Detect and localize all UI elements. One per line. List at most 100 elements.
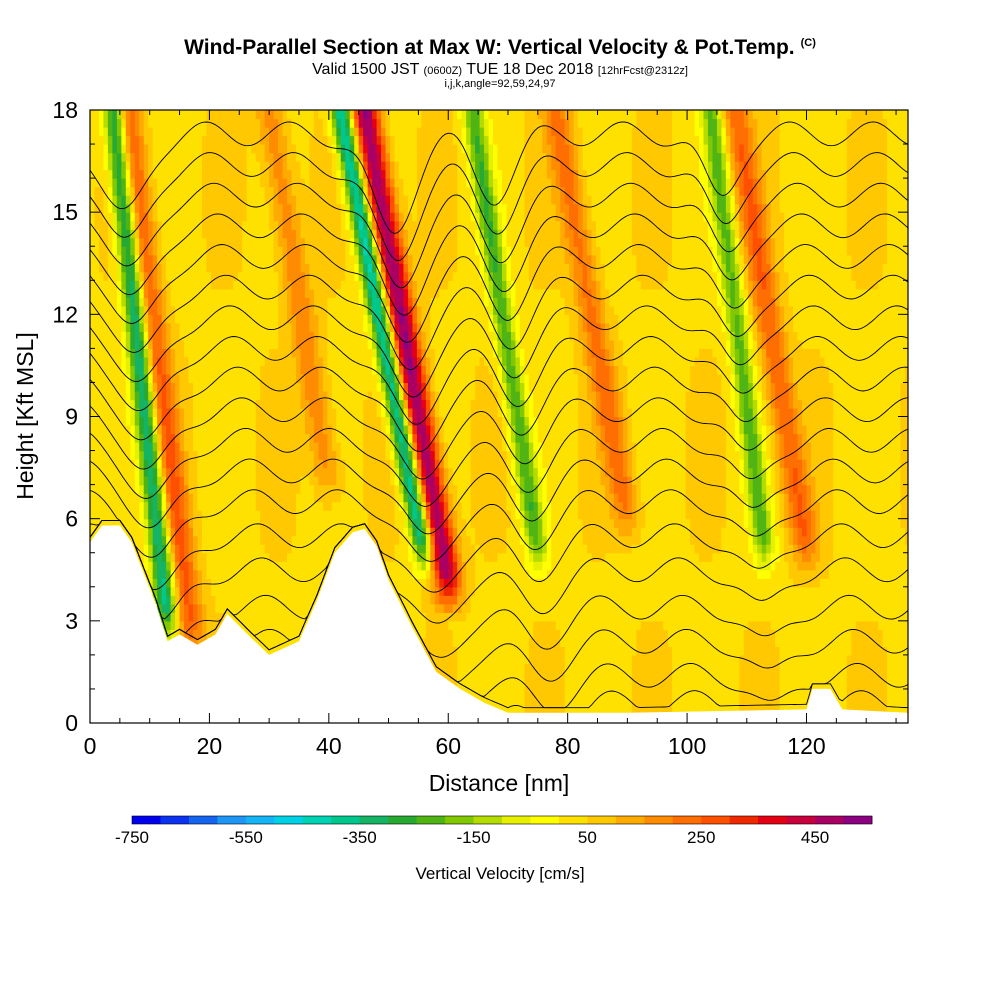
velocity-cell [193, 246, 199, 256]
velocity-cell [201, 288, 208, 298]
velocity-cell [309, 135, 315, 145]
velocity-cell [157, 152, 163, 162]
velocity-cell [134, 348, 140, 358]
velocity-cell [291, 586, 297, 596]
velocity-cell [90, 246, 96, 256]
velocity-cell [255, 314, 261, 324]
velocity-cell [170, 152, 176, 162]
velocity-cell [103, 169, 109, 179]
velocity-cell [273, 339, 279, 349]
velocity-cell [381, 229, 387, 239]
velocity-cell [381, 118, 387, 128]
velocity-cell [295, 203, 302, 213]
velocity-cell [107, 152, 113, 162]
velocity-cell [184, 493, 190, 503]
velocity-cell [264, 637, 270, 647]
velocity-cell [264, 331, 270, 341]
velocity-cell [345, 118, 351, 128]
velocity-cell [197, 459, 203, 469]
velocity-cell [363, 433, 369, 443]
velocity-cell [130, 220, 136, 230]
velocity-cell [215, 356, 221, 367]
velocity-cell [318, 365, 324, 375]
velocity-cell [121, 314, 127, 324]
velocity-cell [300, 569, 306, 579]
velocity-cell [107, 416, 113, 426]
velocity-cell [184, 322, 190, 332]
velocity-cell [228, 493, 234, 503]
velocity-cell [125, 450, 131, 460]
velocity-cell [394, 254, 400, 264]
velocity-cell [322, 416, 328, 426]
valid-time: Valid 1500 JST [312, 61, 420, 78]
velocity-cell [98, 356, 105, 367]
velocity-cell [278, 603, 284, 613]
velocity-cell [148, 152, 154, 162]
velocity-cell [242, 110, 248, 120]
velocity-cell [313, 442, 319, 452]
velocity-cell [291, 203, 297, 213]
velocity-cell [112, 390, 118, 401]
velocity-cell [139, 229, 145, 239]
velocity-cell [287, 390, 293, 401]
velocity-cell [251, 603, 257, 613]
velocity-cell [139, 169, 145, 179]
velocity-cell [345, 305, 351, 315]
velocity-cell [210, 254, 216, 264]
velocity-cell [125, 127, 131, 137]
velocity-cell [390, 195, 396, 205]
velocity-cell [291, 561, 297, 571]
velocity-cell [287, 246, 293, 256]
velocity-cell [381, 561, 387, 571]
velocity-cell [148, 450, 154, 460]
velocity-cell [170, 322, 176, 332]
velocity-cell [336, 493, 342, 503]
velocity-cell [116, 407, 122, 418]
velocity-cell [184, 527, 190, 537]
velocity-cell [273, 552, 279, 562]
velocity-cell [349, 246, 355, 256]
velocity-cell [94, 288, 100, 298]
velocity-cell [139, 297, 145, 307]
velocity-cell [210, 135, 216, 145]
velocity-cell [175, 544, 181, 554]
velocity-cell [300, 382, 306, 392]
velocity-cell [287, 271, 293, 281]
velocity-cell [148, 544, 154, 554]
velocity-cell [264, 195, 270, 205]
velocity-cell [309, 527, 315, 537]
velocity-cell [336, 407, 342, 418]
velocity-cell [372, 331, 378, 341]
velocity-cell [157, 450, 163, 460]
velocity-cell [94, 407, 100, 418]
velocity-cell [197, 637, 203, 647]
velocity-cell [219, 595, 225, 605]
velocity-cell [166, 237, 172, 247]
velocity-cell [300, 195, 306, 205]
velocity-cell [295, 510, 302, 520]
velocity-cell [295, 561, 302, 571]
velocity-cell [251, 484, 257, 494]
velocity-cell [237, 578, 243, 588]
velocity-cell [170, 603, 176, 613]
velocity-cell [170, 416, 176, 426]
velocity-cell [219, 527, 225, 537]
velocity-cell [157, 322, 163, 332]
velocity-cell [161, 254, 167, 264]
velocity-cell [318, 348, 324, 358]
velocity-cell [282, 510, 288, 520]
velocity-cell [349, 288, 355, 298]
velocity-cell [246, 501, 252, 511]
velocity-cell [112, 118, 118, 128]
velocity-cell [282, 212, 288, 222]
velocity-cell [376, 518, 382, 528]
velocity-cell [336, 246, 342, 256]
velocity-cell [394, 442, 400, 452]
velocity-cell [278, 246, 284, 256]
velocity-cell [313, 212, 319, 222]
velocity-cell [260, 450, 266, 460]
velocity-cell [188, 305, 194, 315]
velocity-cell [264, 518, 270, 528]
velocity-cell [354, 501, 360, 511]
velocity-cell [376, 476, 382, 486]
